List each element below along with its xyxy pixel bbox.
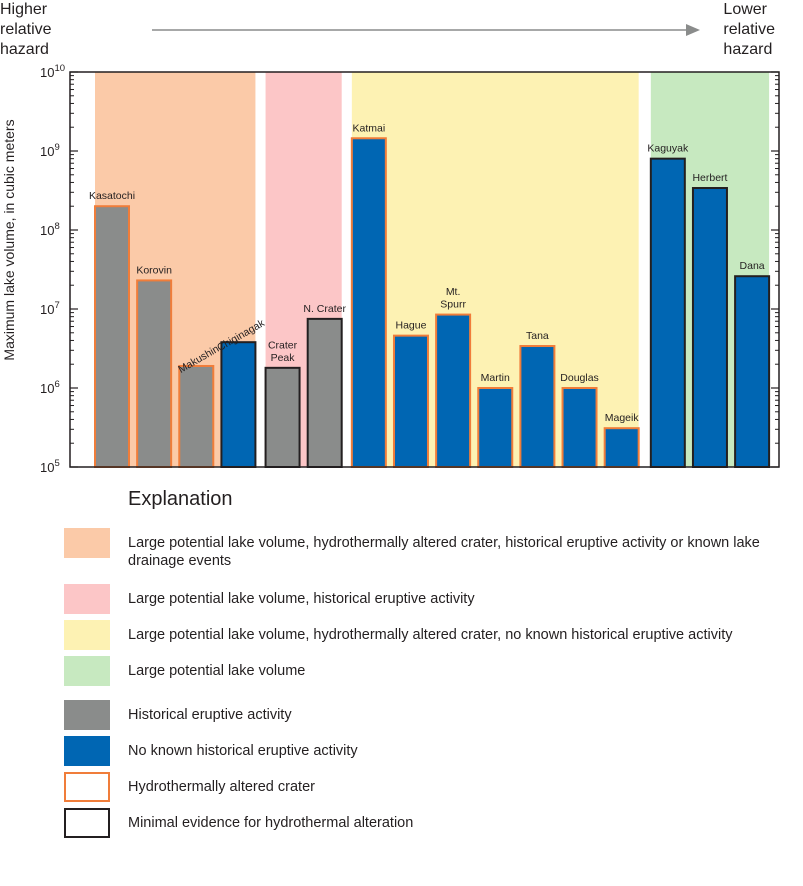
bar-label: Tana (526, 330, 549, 342)
legend-swatch-yellow (64, 620, 110, 650)
higher-hazard-label: Higher relative hazard (0, 0, 52, 60)
legend-item: Large potential lake volume, hydrotherma… (64, 528, 794, 569)
legend-label: Large potential lake volume, hydrotherma… (128, 627, 733, 643)
bar-label: Martin (481, 372, 510, 384)
legend-item: Minimal evidence for hydrothermal altera… (64, 808, 794, 838)
bar-tana (519, 345, 556, 468)
legend-label: Large potential lake volume, hydrotherma… (128, 535, 760, 569)
bar-label: Peak (271, 352, 296, 364)
higher-hazard-line2: relative (0, 21, 52, 38)
bar-herbert (691, 187, 728, 469)
lower-hazard-line1: Lower (723, 1, 767, 18)
legend-item: Historical eruptive activity (64, 700, 794, 730)
legend-item: Hydrothermally altered crater (64, 772, 794, 802)
legend: Explanation Large potential lake volume,… (64, 488, 794, 844)
bar-mt-spurr (435, 313, 472, 468)
bar-label: Crater (268, 339, 298, 351)
plot-frame (69, 71, 780, 468)
bar-label: Mageik (605, 412, 640, 424)
y-tick-label: 108 (40, 221, 60, 238)
bar-douglas (561, 387, 598, 468)
legend-label: Minimal evidence for hydrothermal altera… (128, 815, 414, 831)
bar-martin (477, 387, 514, 468)
legend-swatch-pink (64, 584, 110, 614)
legend-swatch-gray (64, 700, 110, 730)
hazard-arrow-head (686, 24, 700, 36)
bar-label: Katmai (352, 122, 385, 134)
legend-swatch-orange-outline (64, 772, 110, 802)
legend-label: Large potential lake volume (128, 663, 306, 679)
y-tick-label: 109 (40, 142, 60, 159)
legend-label: Hydrothermally altered crater (128, 779, 315, 795)
legend-item: Large potential lake volume (64, 656, 794, 686)
bar-label: Kaguyak (647, 143, 689, 155)
bar-katmai (350, 137, 387, 468)
lower-hazard-line3: hazard (723, 41, 773, 58)
lower-hazard-label: Lower relative hazard (723, 0, 775, 60)
bar-dana (734, 275, 771, 468)
legend-swatch-peach (64, 528, 110, 558)
legend-item: Large potential lake volume, hydrotherma… (64, 620, 794, 650)
bar-label: Herbert (692, 172, 727, 184)
bar-n-crater (306, 317, 343, 468)
bar-label: Spurr (440, 299, 466, 311)
y-tick-label: 107 (40, 300, 60, 317)
y-tick-label: 105 (40, 458, 60, 475)
bar-label: Douglas (560, 372, 599, 384)
higher-hazard-line3: hazard (0, 41, 49, 58)
bar-label: Kasatochi (89, 190, 135, 202)
legend-swatch-blue (64, 736, 110, 766)
legend-item: Large potential lake volume, historical … (64, 584, 794, 614)
legend-title: Explanation (128, 488, 233, 510)
bar-korovin (136, 279, 173, 468)
lower-hazard-line2: relative (723, 21, 775, 38)
bar-crater-peak (264, 366, 301, 468)
bar-label: Dana (740, 260, 765, 272)
bar-kasatochi (94, 205, 130, 468)
legend-item: No known historical eruptive activity (64, 736, 794, 766)
legend-swatch-black-outline (64, 808, 110, 838)
higher-hazard-line1: Higher (0, 1, 48, 18)
bar-label: Mt. (446, 286, 461, 298)
bar-kaguyak (649, 157, 686, 468)
legend-label: Large potential lake volume, historical … (128, 591, 475, 607)
legend-swatch-green (64, 656, 110, 686)
bar-chiginagak (220, 341, 257, 468)
legend-label: Historical eruptive activity (128, 707, 292, 723)
bar-makushin (178, 364, 215, 468)
legend-label: No known historical eruptive activity (128, 743, 358, 759)
bar-mageik (603, 427, 640, 469)
y-axis-label: Maximum lake volume, in cubic meters (1, 119, 17, 360)
bar-label: Hague (396, 320, 427, 332)
bar-hague (392, 334, 429, 468)
bar-label: Korovin (136, 264, 172, 276)
bar-label: N. Crater (303, 303, 346, 315)
y-tick-label: 1010 (40, 63, 65, 80)
y-tick-label: 106 (40, 379, 60, 396)
